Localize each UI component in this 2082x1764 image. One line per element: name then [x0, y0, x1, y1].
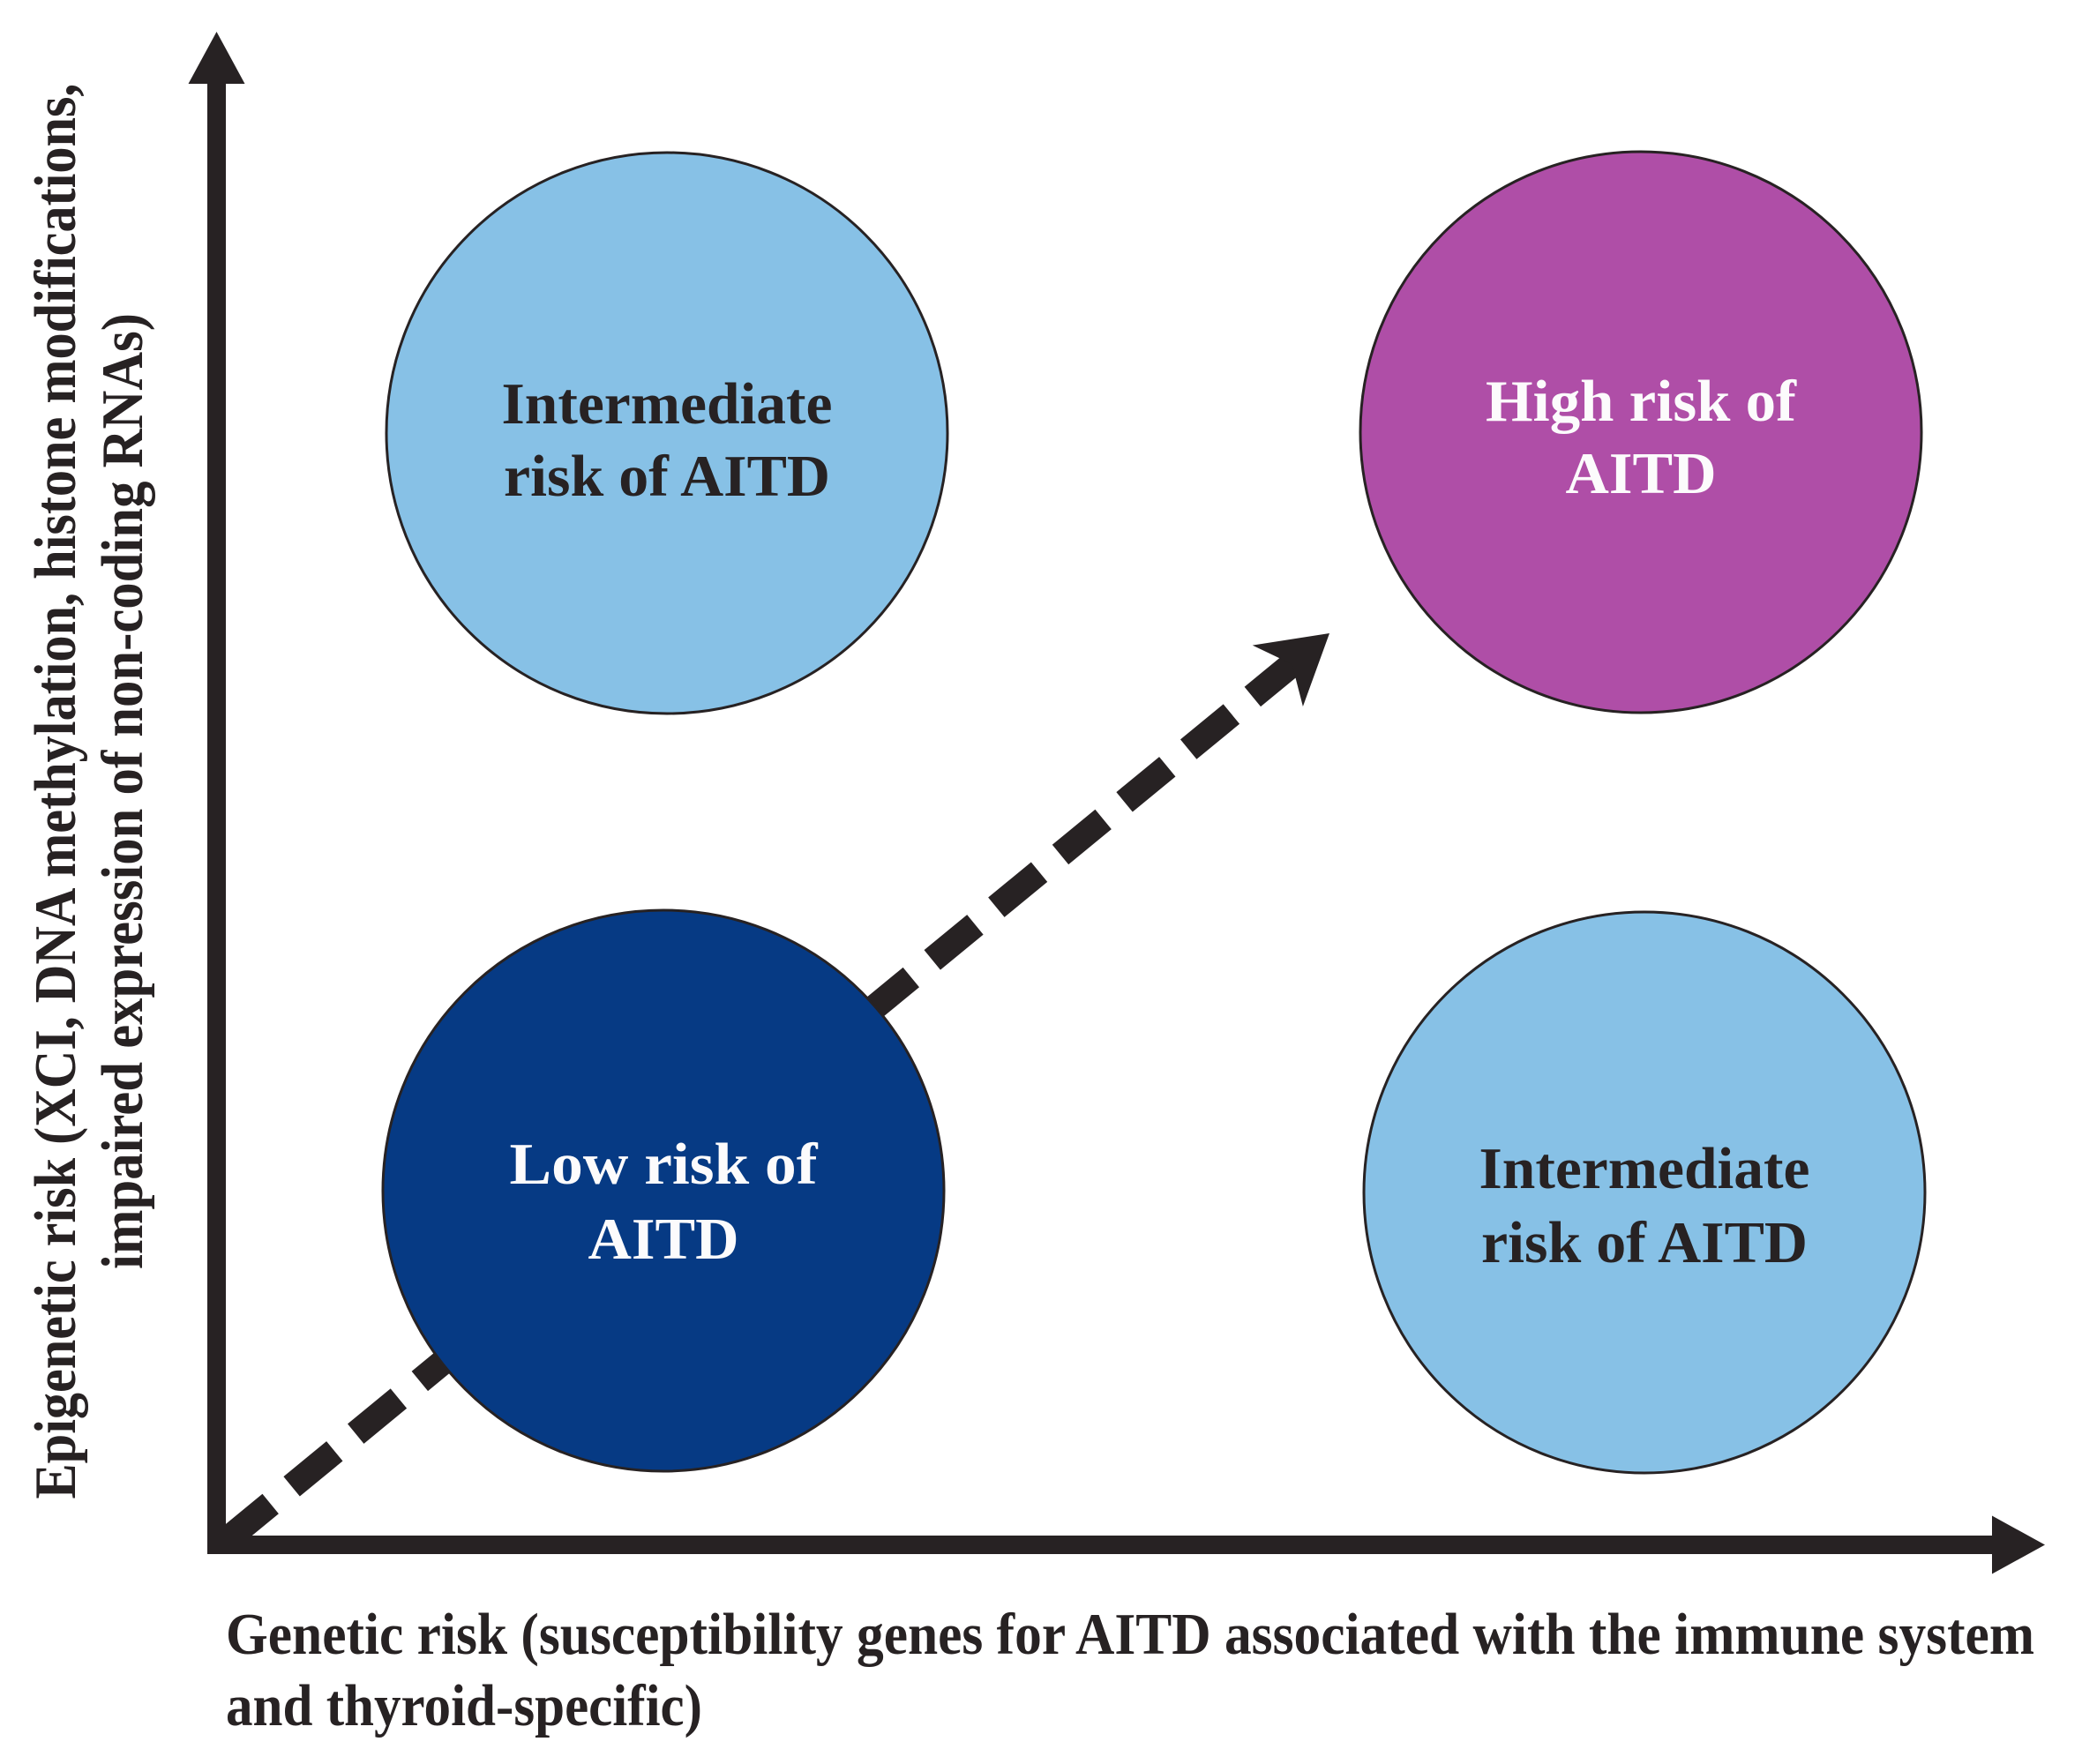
svg-text:and thyroid-specific): and thyroid-specific) [226, 1673, 702, 1738]
svg-text:Epigenetic risk (XCI, DNA meth: Epigenetic risk (XCI, DNA methylation, h… [23, 84, 88, 1499]
svg-text:risk of AITD: risk of AITD [1481, 1210, 1808, 1275]
svg-text:impaired expression of non-cod: impaired expression of non-coding RNAs) [90, 313, 155, 1269]
svg-text:Genetic risk (susceptibility g: Genetic risk (susceptibility genes for A… [226, 1602, 2034, 1667]
svg-text:risk of AITD: risk of AITD [504, 444, 830, 509]
svg-text:Intermediate: Intermediate [1479, 1136, 1810, 1201]
svg-text:Intermediate: Intermediate [502, 371, 833, 437]
svg-text:Low risk of: Low risk of [510, 1132, 819, 1197]
svg-text:AITD: AITD [1566, 441, 1717, 506]
svg-text:AITD: AITD [588, 1207, 739, 1272]
svg-text:High risk of: High risk of [1486, 369, 1797, 434]
